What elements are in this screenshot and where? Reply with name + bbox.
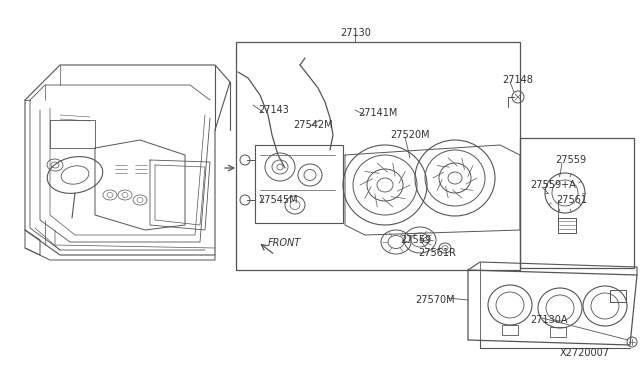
Text: FRONT: FRONT <box>268 238 301 248</box>
Bar <box>550 327 566 337</box>
Text: 27130A: 27130A <box>530 315 568 325</box>
Text: 27570M: 27570M <box>415 295 454 305</box>
Text: 27545M: 27545M <box>258 195 298 205</box>
Text: 27141M: 27141M <box>358 108 397 118</box>
Text: X2720007: X2720007 <box>560 348 610 358</box>
Bar <box>236 42 520 270</box>
Text: 27559: 27559 <box>400 235 431 245</box>
Text: 27520M: 27520M <box>390 130 429 140</box>
Text: 27559: 27559 <box>555 155 586 165</box>
Text: 27148: 27148 <box>502 75 533 85</box>
Bar <box>255 145 343 223</box>
Bar <box>520 138 634 268</box>
Text: 27130: 27130 <box>340 28 371 38</box>
Text: 27559+A: 27559+A <box>530 180 576 190</box>
Text: 27561R: 27561R <box>418 248 456 258</box>
Bar <box>610 290 626 302</box>
Text: 27542M: 27542M <box>293 120 333 130</box>
Bar <box>502 325 518 335</box>
Text: 27561: 27561 <box>556 195 587 205</box>
Text: 27143: 27143 <box>258 105 289 115</box>
